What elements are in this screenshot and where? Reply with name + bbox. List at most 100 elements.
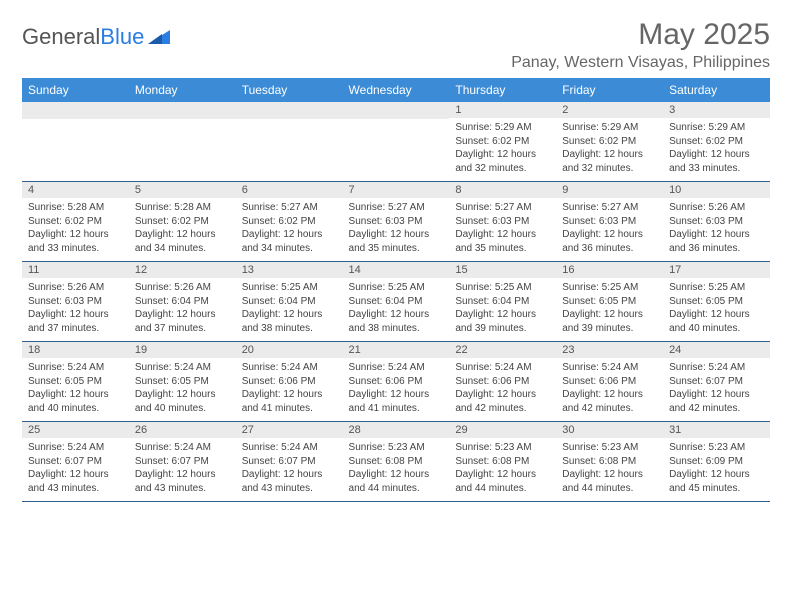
day-number: 22 xyxy=(449,342,556,358)
sunrise-line: Sunrise: 5:24 AM xyxy=(242,361,337,375)
daylight-line: Daylight: 12 hours and 44 minutes. xyxy=(455,468,550,495)
day-number: 23 xyxy=(556,342,663,358)
sunset-line: Sunset: 6:04 PM xyxy=(242,295,337,309)
logo-text-1: General xyxy=(22,24,100,50)
day-body: Sunrise: 5:24 AMSunset: 6:06 PMDaylight:… xyxy=(343,358,450,421)
sunrise-line: Sunrise: 5:25 AM xyxy=(349,281,444,295)
day-body: Sunrise: 5:27 AMSunset: 6:03 PMDaylight:… xyxy=(343,198,450,261)
logo-triangle-icon xyxy=(148,24,170,50)
day-number: 25 xyxy=(22,422,129,438)
sunrise-line: Sunrise: 5:26 AM xyxy=(669,201,764,215)
day-body: Sunrise: 5:29 AMSunset: 6:02 PMDaylight:… xyxy=(556,118,663,181)
calendar-cell: 4Sunrise: 5:28 AMSunset: 6:02 PMDaylight… xyxy=(22,182,129,262)
sunset-line: Sunset: 6:06 PM xyxy=(562,375,657,389)
sunset-line: Sunset: 6:04 PM xyxy=(455,295,550,309)
day-number: 28 xyxy=(343,422,450,438)
daylight-line: Daylight: 12 hours and 45 minutes. xyxy=(669,468,764,495)
location-subtitle: Panay, Western Visayas, Philippines xyxy=(511,54,770,72)
sunset-line: Sunset: 6:07 PM xyxy=(28,455,123,469)
calendar-cell: 29Sunrise: 5:23 AMSunset: 6:08 PMDayligh… xyxy=(449,422,556,502)
day-body: Sunrise: 5:23 AMSunset: 6:08 PMDaylight:… xyxy=(449,438,556,501)
day-body: Sunrise: 5:24 AMSunset: 6:06 PMDaylight:… xyxy=(449,358,556,421)
calendar-cell xyxy=(343,102,450,182)
calendar-cell: 3Sunrise: 5:29 AMSunset: 6:02 PMDaylight… xyxy=(663,102,770,182)
sunset-line: Sunset: 6:06 PM xyxy=(455,375,550,389)
day-body-empty xyxy=(22,119,129,175)
calendar-cell: 22Sunrise: 5:24 AMSunset: 6:06 PMDayligh… xyxy=(449,342,556,422)
day-body: Sunrise: 5:26 AMSunset: 6:04 PMDaylight:… xyxy=(129,278,236,341)
calendar-cell: 13Sunrise: 5:25 AMSunset: 6:04 PMDayligh… xyxy=(236,262,343,342)
day-number: 13 xyxy=(236,262,343,278)
day-header: Tuesday xyxy=(236,78,343,102)
sunset-line: Sunset: 6:05 PM xyxy=(135,375,230,389)
sunset-line: Sunset: 6:09 PM xyxy=(669,455,764,469)
day-number: 31 xyxy=(663,422,770,438)
calendar-cell: 14Sunrise: 5:25 AMSunset: 6:04 PMDayligh… xyxy=(343,262,450,342)
day-number: 21 xyxy=(343,342,450,358)
sunrise-line: Sunrise: 5:28 AM xyxy=(28,201,123,215)
day-number: 26 xyxy=(129,422,236,438)
day-body-empty xyxy=(129,119,236,175)
calendar-cell: 23Sunrise: 5:24 AMSunset: 6:06 PMDayligh… xyxy=(556,342,663,422)
day-body: Sunrise: 5:29 AMSunset: 6:02 PMDaylight:… xyxy=(449,118,556,181)
sunrise-line: Sunrise: 5:29 AM xyxy=(562,121,657,135)
sunrise-line: Sunrise: 5:24 AM xyxy=(562,361,657,375)
day-body: Sunrise: 5:25 AMSunset: 6:05 PMDaylight:… xyxy=(556,278,663,341)
calendar-cell: 6Sunrise: 5:27 AMSunset: 6:02 PMDaylight… xyxy=(236,182,343,262)
sunset-line: Sunset: 6:02 PM xyxy=(669,135,764,149)
daylight-line: Daylight: 12 hours and 40 minutes. xyxy=(669,308,764,335)
calendar-header-row: SundayMondayTuesdayWednesdayThursdayFrid… xyxy=(22,78,770,102)
calendar-cell: 30Sunrise: 5:23 AMSunset: 6:08 PMDayligh… xyxy=(556,422,663,502)
calendar-cell: 17Sunrise: 5:25 AMSunset: 6:05 PMDayligh… xyxy=(663,262,770,342)
header: GeneralBlue May 2025 Panay, Western Visa… xyxy=(22,18,770,72)
day-body: Sunrise: 5:23 AMSunset: 6:09 PMDaylight:… xyxy=(663,438,770,501)
day-body: Sunrise: 5:25 AMSunset: 6:04 PMDaylight:… xyxy=(236,278,343,341)
daylight-line: Daylight: 12 hours and 44 minutes. xyxy=(562,468,657,495)
daylight-line: Daylight: 12 hours and 33 minutes. xyxy=(28,228,123,255)
daylight-line: Daylight: 12 hours and 37 minutes. xyxy=(135,308,230,335)
day-number: 12 xyxy=(129,262,236,278)
sunset-line: Sunset: 6:04 PM xyxy=(349,295,444,309)
calendar-cell: 21Sunrise: 5:24 AMSunset: 6:06 PMDayligh… xyxy=(343,342,450,422)
logo-text-2: Blue xyxy=(100,24,144,50)
daylight-line: Daylight: 12 hours and 33 minutes. xyxy=(669,148,764,175)
daylight-line: Daylight: 12 hours and 38 minutes. xyxy=(349,308,444,335)
logo: GeneralBlue xyxy=(22,18,170,50)
day-body: Sunrise: 5:27 AMSunset: 6:02 PMDaylight:… xyxy=(236,198,343,261)
daylight-line: Daylight: 12 hours and 40 minutes. xyxy=(28,388,123,415)
daylight-line: Daylight: 12 hours and 38 minutes. xyxy=(242,308,337,335)
sunset-line: Sunset: 6:03 PM xyxy=(28,295,123,309)
day-number: 15 xyxy=(449,262,556,278)
calendar-cell: 19Sunrise: 5:24 AMSunset: 6:05 PMDayligh… xyxy=(129,342,236,422)
sunset-line: Sunset: 6:06 PM xyxy=(242,375,337,389)
day-number: 6 xyxy=(236,182,343,198)
daylight-line: Daylight: 12 hours and 36 minutes. xyxy=(562,228,657,255)
sunrise-line: Sunrise: 5:25 AM xyxy=(669,281,764,295)
day-number: 27 xyxy=(236,422,343,438)
day-body-empty xyxy=(343,119,450,175)
sunrise-line: Sunrise: 5:24 AM xyxy=(669,361,764,375)
sunset-line: Sunset: 6:07 PM xyxy=(135,455,230,469)
day-number: 18 xyxy=(22,342,129,358)
day-header: Thursday xyxy=(449,78,556,102)
calendar-body: 1Sunrise: 5:29 AMSunset: 6:02 PMDaylight… xyxy=(22,102,770,502)
calendar-cell: 1Sunrise: 5:29 AMSunset: 6:02 PMDaylight… xyxy=(449,102,556,182)
title-block: May 2025 Panay, Western Visayas, Philipp… xyxy=(511,18,770,72)
day-number-empty xyxy=(22,102,129,119)
day-body-empty xyxy=(236,119,343,175)
sunrise-line: Sunrise: 5:27 AM xyxy=(349,201,444,215)
sunrise-line: Sunrise: 5:26 AM xyxy=(135,281,230,295)
day-header: Sunday xyxy=(22,78,129,102)
day-number: 30 xyxy=(556,422,663,438)
calendar-cell: 7Sunrise: 5:27 AMSunset: 6:03 PMDaylight… xyxy=(343,182,450,262)
day-body: Sunrise: 5:24 AMSunset: 6:05 PMDaylight:… xyxy=(129,358,236,421)
calendar-cell: 16Sunrise: 5:25 AMSunset: 6:05 PMDayligh… xyxy=(556,262,663,342)
sunrise-line: Sunrise: 5:25 AM xyxy=(562,281,657,295)
day-number: 7 xyxy=(343,182,450,198)
sunset-line: Sunset: 6:03 PM xyxy=(455,215,550,229)
calendar-cell: 15Sunrise: 5:25 AMSunset: 6:04 PMDayligh… xyxy=(449,262,556,342)
calendar-week-row: 4Sunrise: 5:28 AMSunset: 6:02 PMDaylight… xyxy=(22,182,770,262)
daylight-line: Daylight: 12 hours and 41 minutes. xyxy=(242,388,337,415)
day-number: 24 xyxy=(663,342,770,358)
daylight-line: Daylight: 12 hours and 40 minutes. xyxy=(135,388,230,415)
